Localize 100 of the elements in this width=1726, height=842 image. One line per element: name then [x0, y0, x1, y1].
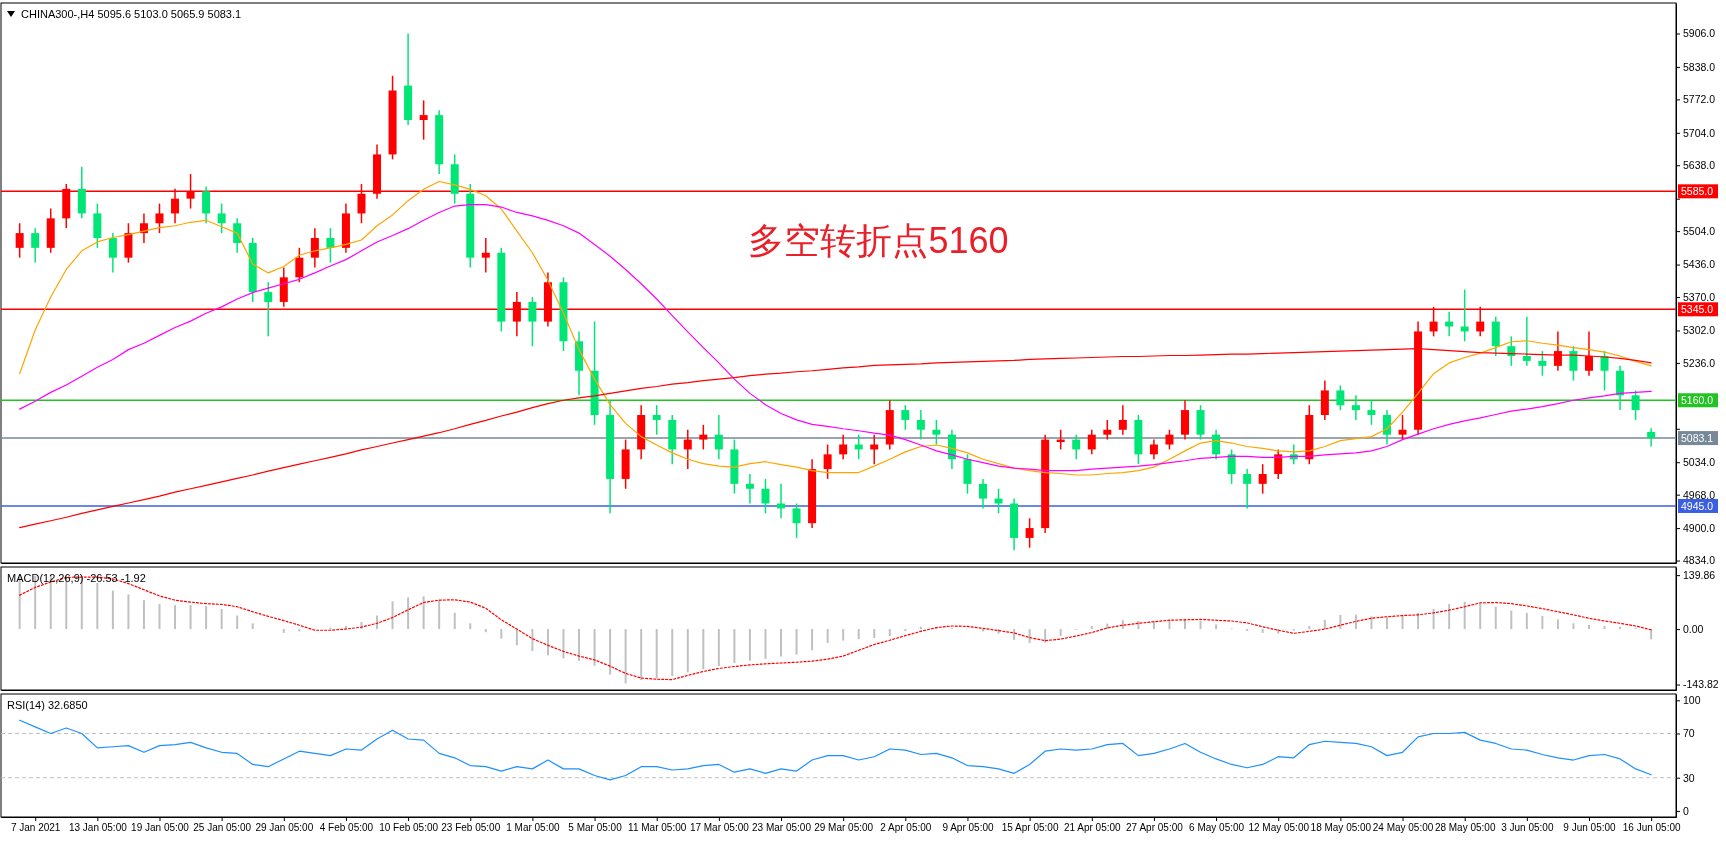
candlestick [1149, 438, 1158, 461]
chart-title: RSI(14) 32.6850 [7, 699, 88, 711]
bar [1308, 625, 1311, 630]
bar [1650, 629, 1653, 640]
candlestick [31, 227, 40, 264]
bar [220, 609, 223, 630]
bar [127, 594, 130, 630]
bar [469, 623, 472, 630]
bar [1541, 615, 1544, 630]
bar [1448, 604, 1451, 630]
chart-title: CHINA300-,H4 5095.6 5103.0 5065.9 5083.1 [21, 8, 242, 20]
y-tick-label: 5436.0 [1683, 258, 1716, 271]
bar [593, 629, 596, 666]
candlestick [932, 419, 941, 446]
bar [1463, 601, 1466, 630]
bar [1494, 606, 1497, 630]
candlestick [15, 222, 24, 259]
bar [888, 629, 891, 637]
bar [562, 629, 565, 659]
bar [1261, 629, 1264, 633]
bar [780, 629, 783, 657]
bar [671, 629, 674, 677]
bar [189, 605, 192, 630]
candlestick [699, 424, 708, 451]
candlestick [761, 478, 770, 515]
candlestick [155, 202, 164, 234]
bar [531, 629, 534, 652]
ref-line-label: 5345.0 [1681, 303, 1714, 316]
candlestick [202, 185, 211, 225]
y-tick-label: 5370.0 [1683, 290, 1716, 303]
candlestick [1274, 448, 1283, 480]
candlestick [1647, 427, 1656, 448]
bar [251, 623, 254, 630]
bar [578, 629, 581, 661]
bar [1603, 625, 1606, 630]
candlestick [1243, 468, 1252, 510]
candlestick [979, 478, 987, 510]
y-tick-label: 5906.0 [1683, 27, 1716, 40]
y-tick-label: 4900.0 [1683, 521, 1716, 534]
y-tick-label: -143.82 [1683, 678, 1719, 691]
candlestick [1227, 448, 1236, 485]
x-tick-label: 25 Jan 05:00 [193, 822, 252, 834]
bar [1013, 629, 1016, 640]
bar [733, 629, 736, 664]
candlestick [1631, 389, 1640, 421]
x-tick-label: 21 Apr 05:00 [1063, 822, 1122, 834]
bar [438, 600, 441, 630]
bar [811, 629, 814, 651]
x-tick-label: 11 Mar 05:00 [628, 822, 687, 834]
y-tick-label: 5034.0 [1683, 456, 1716, 469]
candlestick [792, 502, 801, 539]
x-tick-label: 17 Mar 05:00 [689, 822, 750, 834]
x-tick-label: 3 Jun 05:00 [1501, 822, 1554, 834]
bar [515, 629, 518, 646]
ref-line-label: 5083.1 [1681, 432, 1714, 445]
y-tick-label: 4834.0 [1683, 554, 1716, 567]
x-tick-label: 9 Apr 05:00 [942, 822, 994, 834]
bar [158, 604, 161, 630]
bar [655, 629, 658, 679]
y-tick-label: 5772.0 [1683, 93, 1716, 106]
x-tick-label: 28 May 05:00 [1434, 822, 1496, 834]
x-tick-label: 4 Feb 05:00 [319, 822, 374, 834]
ref-line-label: 4945.0 [1681, 499, 1714, 512]
x-tick-label: 29 Mar 05:00 [814, 822, 874, 834]
bar [1479, 604, 1482, 630]
bar [1339, 614, 1342, 630]
x-tick-label: 29 Jan 05:00 [255, 822, 314, 834]
bar [1510, 610, 1513, 630]
candlestick [823, 443, 832, 480]
x-tick-label: 15 Apr 05:00 [1001, 822, 1059, 834]
candlestick [1507, 335, 1516, 367]
candlestick [264, 281, 273, 338]
bar [500, 629, 503, 639]
y-tick-label: 70 [1683, 727, 1695, 740]
candlestick [1538, 350, 1547, 377]
x-tick-label: 19 Jan 05:00 [131, 822, 190, 834]
candlestick [1165, 429, 1174, 451]
y-tick-label: 139.86 [1683, 569, 1716, 582]
y-tick-label: 5236.0 [1683, 356, 1716, 369]
x-tick-label: 9 Jun 05:00 [1563, 822, 1617, 834]
bar [1215, 624, 1218, 630]
candlestick [1382, 409, 1391, 446]
candlestick [310, 227, 319, 269]
bar [1525, 612, 1528, 630]
candlestick [1072, 433, 1081, 461]
candlestick [1351, 394, 1360, 421]
bar [484, 629, 487, 633]
bar [717, 629, 720, 667]
candlestick [1569, 345, 1578, 382]
line-series [19, 719, 1652, 781]
x-tick-label: 24 May 05:00 [1372, 822, 1434, 834]
y-tick-label: 100 [1683, 694, 1701, 707]
x-tick-label: 13 Jan 05:00 [68, 822, 128, 834]
x-tick-label: 12 May 05:00 [1248, 822, 1310, 834]
bar [1572, 623, 1575, 630]
candlestick [1600, 350, 1609, 392]
candlestick [1087, 429, 1096, 456]
candlestick [1398, 414, 1407, 441]
bar [1417, 612, 1420, 630]
x-tick-label: 1 Mar 05:00 [506, 822, 561, 834]
